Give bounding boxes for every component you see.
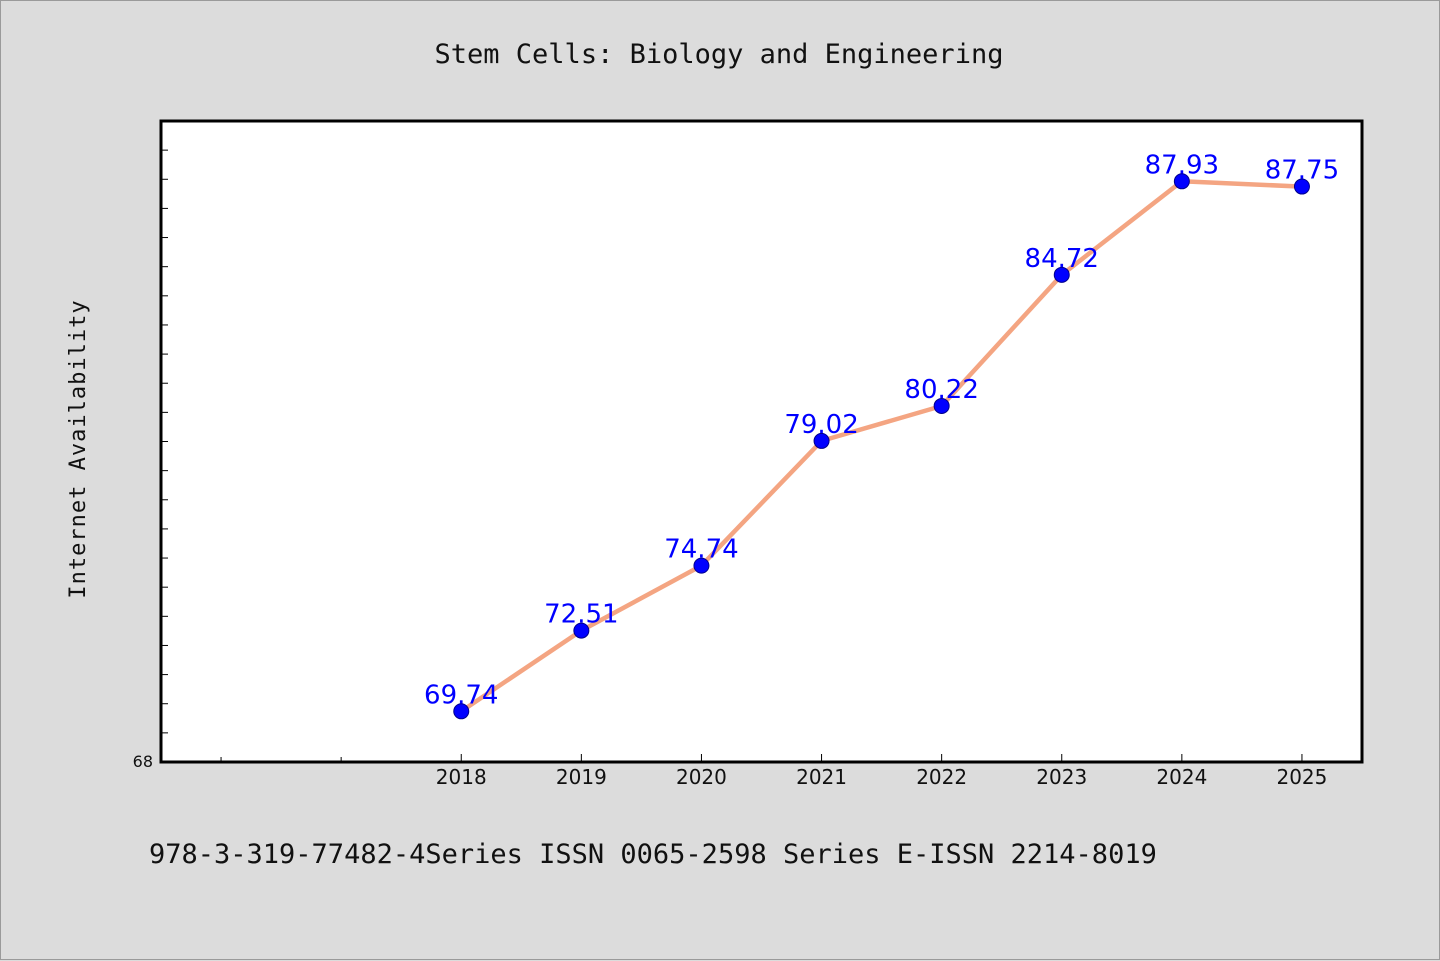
footer-text: 978-3-319-77482-4Series ISSN 0065-2598 S… bbox=[149, 839, 1157, 870]
x-tick-label: 2025 bbox=[1276, 765, 1327, 789]
chart-title: Stem Cells: Biology and Engineering bbox=[435, 39, 1004, 70]
x-axis-ticks: 2018 2019 2020 2021 2022 2023 2024 2025 bbox=[220, 754, 1327, 789]
data-label: 84.72 bbox=[1025, 244, 1099, 274]
y-tick-label: 68 bbox=[133, 752, 153, 771]
x-tick-label: 2020 bbox=[676, 765, 727, 789]
data-point bbox=[933, 397, 950, 414]
y-axis-label: Internet Availability bbox=[66, 299, 91, 598]
data-point bbox=[573, 622, 590, 639]
data-label: 79.02 bbox=[784, 410, 858, 440]
x-tick-label: 2021 bbox=[796, 765, 847, 789]
x-tick-label: 2018 bbox=[436, 765, 487, 789]
y-axis-ticks bbox=[161, 149, 168, 734]
x-tick-label: 2024 bbox=[1156, 765, 1207, 789]
series-markers bbox=[453, 173, 1310, 720]
data-point bbox=[1293, 178, 1310, 195]
data-label: 72.51 bbox=[544, 600, 618, 630]
data-label: 69.74 bbox=[424, 680, 498, 710]
data-point bbox=[1053, 266, 1070, 283]
data-label: 74.74 bbox=[664, 535, 738, 565]
data-label: 87.75 bbox=[1265, 156, 1339, 186]
data-point bbox=[453, 703, 470, 720]
data-point bbox=[1173, 173, 1190, 190]
x-tick-label: 2019 bbox=[556, 765, 607, 789]
x-tick-label: 2023 bbox=[1036, 765, 1087, 789]
plot-area bbox=[159, 119, 1364, 764]
data-labels: 69.74 72.51 74.74 79.02 80.22 84.72 87.93 87.75 bbox=[424, 150, 1339, 710]
series-line bbox=[459, 179, 1305, 714]
data-point bbox=[693, 557, 710, 574]
data-label: 87.93 bbox=[1145, 150, 1219, 180]
data-label: 80.22 bbox=[904, 375, 978, 405]
x-tick-label: 2022 bbox=[916, 765, 967, 789]
data-point bbox=[813, 432, 830, 449]
